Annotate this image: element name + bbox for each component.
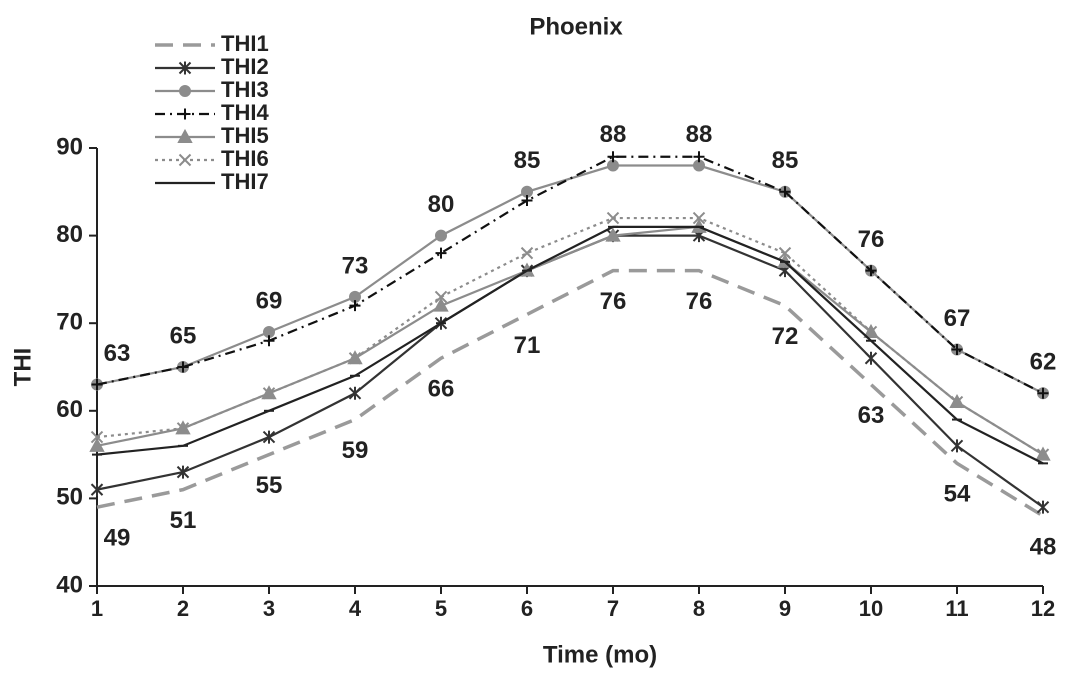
data-label: 55 [256, 472, 283, 499]
data-label: 59 [342, 437, 369, 464]
y-tick-label: 80 [56, 221, 83, 248]
data-label: 85 [514, 147, 541, 174]
data-label: 49 [104, 525, 131, 552]
y-tick-label: 50 [56, 484, 83, 511]
data-label: 63 [858, 402, 885, 429]
marker [178, 61, 192, 75]
y-tick-label: 40 [56, 571, 83, 598]
y-axis-title: THI [9, 348, 36, 387]
data-label: 66 [428, 376, 455, 403]
marker [348, 352, 362, 365]
marker [950, 395, 964, 409]
marker [434, 290, 448, 304]
data-label: 88 [600, 121, 627, 148]
marker [521, 195, 533, 207]
marker [433, 297, 449, 312]
x-axis-title: Time (mo) [543, 641, 657, 668]
marker [607, 151, 619, 163]
x-tick-label: 5 [435, 596, 447, 621]
legend-label: THI7 [221, 169, 269, 194]
legend-label: THI3 [221, 77, 269, 102]
marker [262, 387, 276, 400]
data-label: 69 [256, 287, 283, 314]
data-label: 73 [342, 252, 369, 279]
series-line [96, 225, 1044, 465]
data-label: 88 [686, 121, 713, 148]
marker [1037, 387, 1049, 399]
marker [778, 246, 792, 260]
data-label: 72 [772, 323, 799, 350]
x-tick-label: 12 [1031, 596, 1055, 621]
legend-label: THI6 [221, 146, 269, 171]
y-tick-label: 70 [56, 309, 83, 336]
x-tick-label: 8 [693, 596, 705, 621]
data-label: 80 [428, 191, 455, 218]
series-line [96, 268, 1044, 518]
marker [176, 422, 190, 435]
marker [178, 153, 192, 167]
data-label: 65 [170, 322, 197, 349]
x-tick-label: 10 [859, 596, 883, 621]
series-line [96, 216, 1044, 456]
marker [951, 343, 963, 355]
marker [864, 351, 878, 365]
x-tick-label: 4 [349, 596, 362, 621]
y-tick-label: 90 [56, 133, 83, 160]
marker [263, 335, 275, 347]
legend-label: THI5 [221, 123, 269, 148]
marker [606, 211, 620, 225]
legend-label: THI1 [221, 31, 269, 56]
marker [779, 186, 791, 198]
y-tick-label: 60 [56, 396, 83, 423]
marker [1036, 448, 1050, 461]
marker [90, 483, 104, 497]
data-label: 76 [858, 226, 885, 253]
marker [693, 151, 705, 163]
marker [864, 325, 878, 339]
marker [435, 247, 447, 259]
marker [520, 246, 534, 260]
x-tick-label: 3 [263, 596, 275, 621]
data-label: 62 [1030, 349, 1057, 376]
x-tick-label: 11 [945, 596, 968, 621]
series-line [96, 155, 1044, 395]
marker [605, 227, 621, 242]
data-label: 48 [1030, 533, 1057, 560]
marker [179, 108, 191, 120]
series-line [96, 225, 1044, 456]
marker [950, 439, 964, 453]
marker [89, 437, 105, 452]
data-label: 51 [170, 507, 197, 534]
x-tick-label: 6 [521, 596, 533, 621]
data-label: 85 [772, 147, 799, 174]
x-tick-label: 1 [91, 596, 103, 621]
x-tick-label: 9 [779, 596, 791, 621]
marker [177, 128, 193, 143]
legend-label: THI4 [221, 100, 269, 125]
marker [348, 386, 362, 400]
x-tick-label: 2 [177, 596, 189, 621]
marker [90, 430, 104, 444]
chart-title: Phoenix [529, 13, 623, 40]
data-label: 63 [104, 340, 131, 367]
data-label: 67 [944, 305, 971, 332]
marker [435, 229, 447, 242]
marker [1036, 500, 1050, 514]
series-line [96, 164, 1044, 395]
marker [692, 211, 706, 225]
legend-label: THI2 [221, 54, 269, 79]
data-label: 54 [944, 481, 971, 508]
marker [349, 300, 361, 312]
marker [91, 379, 103, 391]
marker [176, 465, 190, 479]
data-label: 71 [514, 332, 541, 359]
marker [865, 265, 877, 277]
x-tick-label: 7 [607, 596, 619, 621]
marker [262, 430, 276, 444]
data-label: 76 [600, 288, 627, 315]
data-label: 76 [686, 288, 713, 315]
marker [177, 361, 189, 373]
marker [179, 85, 191, 97]
